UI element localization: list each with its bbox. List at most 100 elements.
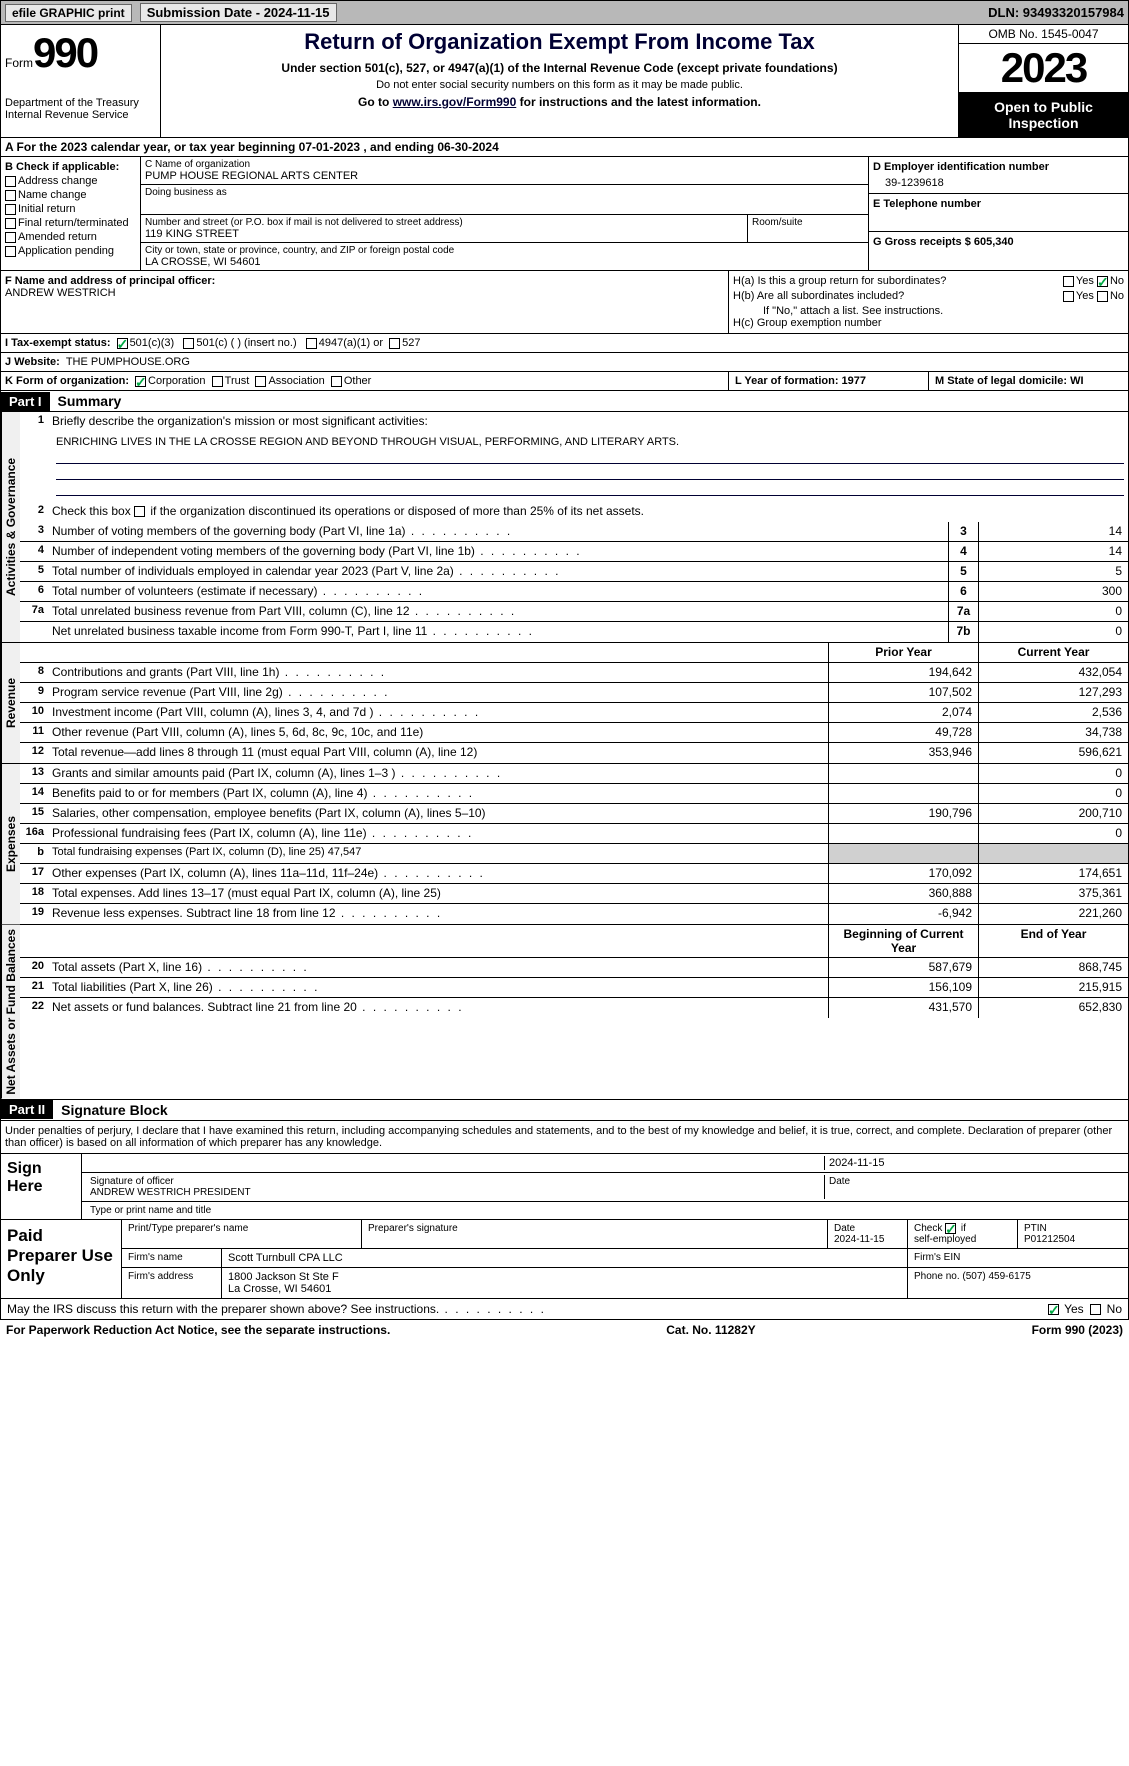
col-eoy: End of Year [978,925,1128,957]
chk-discontinued[interactable] [134,506,145,517]
efile-print-button[interactable]: efile GRAPHIC print [5,4,132,22]
chk-amended[interactable] [5,232,16,243]
revenue-section: Revenue Prior YearCurrent Year 8Contribu… [0,643,1129,764]
subtitle-2: Do not enter social security numbers on … [165,79,954,91]
subtitle-3: Go to www.irs.gov/Form990 for instructio… [165,95,954,109]
vtab-expenses: Expenses [1,764,20,924]
l7a-text: Total unrelated business revenue from Pa… [48,602,948,621]
l7b-val: 0 [978,622,1128,642]
chk-trust[interactable] [212,376,223,387]
dba-label: Doing business as [145,187,864,198]
sign-date-val: 2024-11-15 [824,1156,1124,1170]
hb-no[interactable] [1097,291,1108,302]
submission-date: Submission Date - 2024-11-15 [140,3,337,22]
part2-title: Signature Block [53,1100,176,1120]
form-label: Form [5,56,33,70]
gross-receipts: G Gross receipts $ 605,340 [873,236,1014,248]
ein-value: 39-1239618 [873,173,1124,189]
part1-tag: Part I [1,392,50,411]
officer-label: F Name and address of principal officer: [5,275,724,287]
row-i: I Tax-exempt status: 501(c)(3) 501(c) ( … [0,334,1129,353]
department: Department of the Treasury Internal Reve… [5,97,156,121]
section-fh: F Name and address of principal officer:… [0,271,1129,334]
hb-yes[interactable] [1063,291,1074,302]
pra-notice: For Paperwork Reduction Act Notice, see … [6,1323,390,1337]
form-number: 990 [33,29,97,76]
irs-link[interactable]: www.irs.gov/Form990 [393,95,517,109]
chk-assoc[interactable] [255,376,266,387]
phone-label: E Telephone number [873,198,1124,210]
net-assets-section: Net Assets or Fund Balances Beginning of… [0,925,1129,1100]
hb-label: H(b) Are all subordinates included? [733,290,904,302]
perjury-text: Under penalties of perjury, I declare th… [0,1121,1129,1154]
l1-text: Briefly describe the organization's miss… [48,412,1128,432]
year-formation: L Year of formation: 1977 [728,372,928,390]
chk-app-pending[interactable] [5,246,16,257]
form-ref: Form 990 (2023) [1032,1323,1123,1337]
l7a-val: 0 [978,602,1128,621]
paid-preparer: Paid Preparer Use Only Print/Type prepar… [0,1220,1129,1299]
tax-exempt-label: I Tax-exempt status: [5,337,111,349]
chk-527[interactable] [389,338,400,349]
ha-label: H(a) Is this a group return for subordin… [733,275,946,287]
l2-text: Check this box if the organization disco… [48,502,1128,522]
box-de: D Employer identification number39-12396… [868,157,1128,270]
chk-other[interactable] [331,376,342,387]
chk-4947[interactable] [306,338,317,349]
org-name-label: C Name of organization [145,159,864,170]
l6-text: Total number of volunteers (estimate if … [48,582,948,601]
activities-governance: Activities & Governance 1Briefly describ… [0,412,1129,643]
l5-val: 5 [978,562,1128,581]
firm-name: Scott Turnbull CPA LLC [222,1249,908,1267]
chk-self-employed[interactable] [945,1223,956,1234]
chk-501c[interactable] [183,338,194,349]
irs-discuss-row: May the IRS discuss this return with the… [0,1299,1129,1320]
paid-preparer-label: Paid Preparer Use Only [1,1220,121,1298]
discuss-yes[interactable] [1048,1304,1059,1315]
chk-501c3[interactable] [117,338,128,349]
ha-yes[interactable] [1063,276,1074,287]
city-label: City or town, state or province, country… [145,245,864,256]
mission-text: ENRICHING LIVES IN THE LA CROSSE REGION … [20,432,1128,502]
part2-header: Part II Signature Block [0,1100,1129,1121]
section-bcde: B Check if applicable: Address change Na… [0,157,1129,271]
chk-corp[interactable] [135,376,146,387]
top-bar: efile GRAPHIC print Submission Date - 20… [0,0,1129,25]
hc-label: H(c) Group exemption number [733,317,1124,329]
part1-header: Part I Summary [0,391,1129,412]
chk-initial-return[interactable] [5,204,16,215]
chk-address-change[interactable] [5,176,16,187]
city-state-zip: LA CROSSE, WI 54601 [145,256,864,268]
chk-final-return[interactable] [5,218,16,229]
box-b: B Check if applicable: Address change Na… [1,157,141,270]
part1-title: Summary [50,391,130,411]
l5-text: Total number of individuals employed in … [48,562,948,581]
officer-name: ANDREW WESTRICH [5,287,724,299]
hb-note: If "No," attach a list. See instructions… [733,305,1124,317]
vtab-revenue: Revenue [1,643,20,763]
row-klm: K Form of organization: Corporation Trus… [0,372,1129,391]
chk-name-change[interactable] [5,190,16,201]
l6-val: 300 [978,582,1128,601]
omb-number: OMB No. 1545-0047 [959,25,1128,44]
discuss-no[interactable] [1090,1304,1101,1315]
street-address: 119 KING STREET [145,228,743,240]
l3-val: 14 [978,522,1128,541]
col-current: Current Year [978,643,1128,662]
ein-label: D Employer identification number [873,161,1124,173]
ha-no[interactable] [1097,276,1108,287]
org-name: PUMP HOUSE REGIONAL ARTS CENTER [145,170,864,182]
sign-here-label: Sign Here [1,1154,81,1219]
col-boy: Beginning of Current Year [828,925,978,957]
open-to-public: Open to Public Inspection [959,93,1128,137]
col-prior: Prior Year [828,643,978,662]
tax-year: 2023 [959,44,1128,93]
firm-phone: Phone no. (507) 459-6175 [908,1268,1128,1298]
room-label: Room/suite [752,217,864,228]
cat-no: Cat. No. 11282Y [666,1323,755,1337]
officer-signature: ANDREW WESTRICH PRESIDENT [90,1187,251,1198]
date-label: Date [824,1175,1124,1199]
l7b-text: Net unrelated business taxable income fr… [48,622,948,642]
expenses-section: Expenses 13Grants and similar amounts pa… [0,764,1129,925]
part2-tag: Part II [1,1100,53,1119]
